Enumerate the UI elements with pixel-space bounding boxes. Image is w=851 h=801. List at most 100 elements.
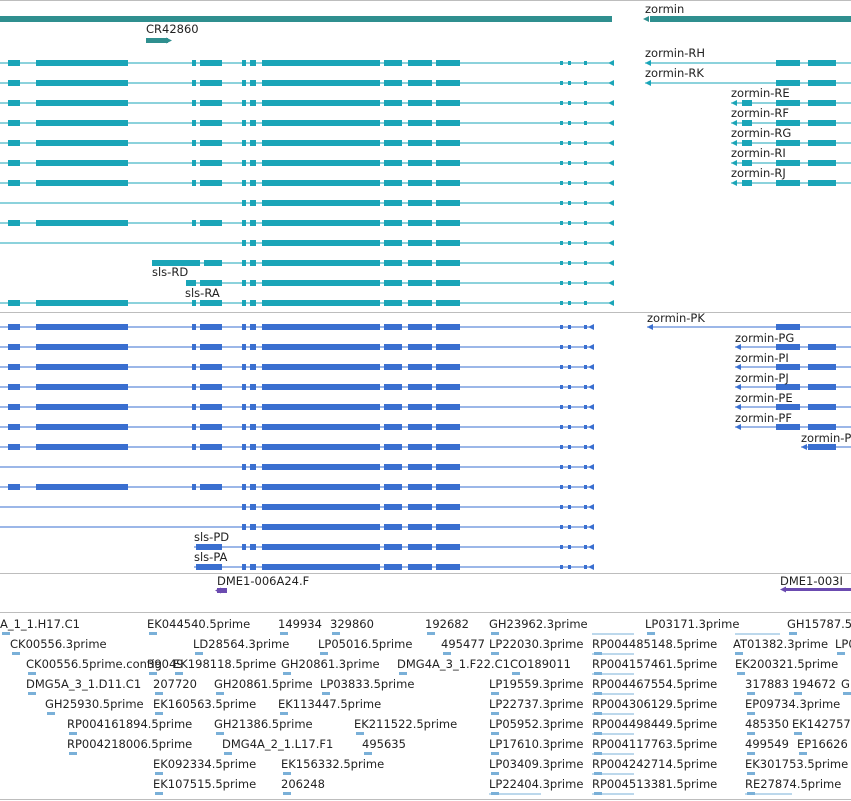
est-label[interactable]: 207720 (153, 677, 197, 691)
est-label[interactable]: RP004157461.5prime (592, 657, 718, 671)
est-label[interactable]: CK00556.3prime (10, 637, 107, 651)
est-label[interactable]: DMG4A_3_1.F22.C1 (397, 657, 510, 671)
est-label[interactable]: RP004498449.5prime (592, 717, 718, 731)
est-label[interactable]: 495635 (362, 737, 406, 751)
transcript-label-zormin-pi[interactable]: zormin-PI (735, 351, 789, 365)
exon-block (242, 444, 246, 450)
strand-arrow-icon (608, 300, 614, 306)
transcript-label-zormin-rg[interactable]: zormin-RG (731, 126, 792, 140)
est-label[interactable]: LP19559.3prime (489, 677, 584, 691)
est-label[interactable]: CK00556.5prime.contig (26, 657, 162, 671)
est-label[interactable]: EK113447.5prime (278, 697, 382, 711)
est-label[interactable]: EK156332.5prime (281, 757, 385, 771)
exon-block (436, 464, 460, 470)
est-label[interactable]: A_1_1.H17.C1 (0, 617, 80, 631)
est-label[interactable]: EK211522.5prime (354, 717, 458, 731)
transcript-label-zormin-rj[interactable]: zormin-RJ (731, 166, 786, 180)
est-label[interactable]: EK198118.5prime (173, 657, 277, 671)
est-label[interactable]: RP004513381.5prime (592, 777, 718, 791)
transcript-label-zormin-rf[interactable]: zormin-RF (731, 106, 790, 120)
est-label[interactable]: EK200321.5prime (735, 657, 839, 671)
exon-block (196, 544, 222, 550)
est-label[interactable]: CO189011 (510, 657, 571, 671)
est-label[interactable]: RP004242714.5prime (592, 757, 718, 771)
est-label[interactable]: GH25930.5prime (45, 697, 144, 711)
transcript-label-zormin-pk[interactable]: zormin-PK (647, 311, 705, 325)
est-label[interactable]: EK142757 (792, 717, 851, 731)
est-label[interactable]: AT01382.3prime (733, 637, 829, 651)
est-label[interactable]: LP0 (835, 637, 851, 651)
exon-block (384, 300, 402, 306)
est-label[interactable]: RP004218006.5prime (67, 737, 193, 751)
est-label[interactable]: LP03409.3prime (489, 757, 584, 771)
est-label[interactable]: RP004117763.5prime (592, 737, 718, 751)
est-label[interactable]: LP22737.3prime (489, 697, 584, 711)
est-label[interactable]: GH20861.5prime (214, 677, 313, 691)
est-label[interactable]: EP09734.3prime (745, 697, 841, 711)
est-feature (155, 712, 163, 715)
strand-arrow-icon (645, 80, 651, 86)
est-label[interactable]: LP05016.5prime (318, 637, 413, 651)
exon-block (262, 240, 380, 246)
est-label[interactable]: 317883 (745, 677, 789, 691)
est-label[interactable]: RP004306129.5prime (592, 697, 718, 711)
est-label[interactable]: 499549 (745, 737, 789, 751)
est-label[interactable]: GH15787.5 (787, 617, 851, 631)
est-label[interactable]: 149934 (278, 617, 322, 631)
est-label[interactable]: LP17610.3prime (489, 737, 584, 751)
est-label[interactable]: LD28564.3prime (193, 637, 290, 651)
exon-tick (568, 505, 571, 509)
est-label[interactable]: RE27874.5prime (745, 777, 842, 791)
est-label[interactable]: 39049 (147, 657, 184, 671)
est-label[interactable]: 206248 (281, 777, 325, 791)
primer-label-1[interactable]: DME1-006A24.F (217, 574, 310, 588)
est-label[interactable]: LP03833.5prime (320, 677, 415, 691)
transcript-label-sls-ra[interactable]: sls-RA (185, 286, 220, 300)
transcript-label-sls-pd[interactable]: sls-PD (194, 530, 230, 544)
transcript-label-zormin-pf[interactable]: zormin-PF (735, 411, 792, 425)
transcript-label-sls-rd[interactable]: sls-RD (152, 265, 189, 279)
est-label[interactable]: GH23962.3prime (489, 617, 588, 631)
est-label[interactable]: EK044540.5prime (147, 617, 251, 631)
est-label[interactable]: EK092334.5prime (153, 757, 257, 771)
est-label[interactable]: GH21386.5prime (214, 717, 313, 731)
transcript-label-zormin-pe[interactable]: zormin-PE (735, 391, 793, 405)
est-label[interactable]: 194672 (792, 677, 836, 691)
est-label[interactable]: EK301753.5prime (745, 757, 849, 771)
transcript-label-zormin-rk[interactable]: zormin-RK (645, 66, 704, 80)
exon-tick (568, 261, 571, 265)
transcript-label-zormin-rh[interactable]: zormin-RH (645, 46, 706, 60)
gene-label-cr42860[interactable]: CR42860 (146, 22, 199, 36)
est-label[interactable]: LP03171.3prime (645, 617, 740, 631)
est-label[interactable]: 192682 (425, 617, 469, 631)
exon-block (36, 424, 128, 430)
est-label[interactable]: EK107515.5prime (153, 777, 257, 791)
gene-label-zormin[interactable]: zormin (645, 2, 685, 16)
est-label[interactable]: DMG4A_2_1.L17.F1 (222, 737, 334, 751)
exon-tick (560, 181, 563, 185)
est-label[interactable]: RP004467554.5prime (592, 677, 718, 691)
est-label[interactable]: RP004485148.5prime (592, 637, 718, 651)
est-label[interactable]: GH20861.3prime (281, 657, 380, 671)
transcript-label-zormin-pj[interactable]: zormin-PJ (735, 371, 789, 385)
est-label[interactable]: 329860 (330, 617, 374, 631)
transcript-label-zormin-pg[interactable]: zormin-PG (735, 331, 795, 345)
est-label[interactable]: LP22030.3prime (489, 637, 584, 651)
est-label[interactable]: 485350 (745, 717, 789, 731)
track-separator (0, 573, 851, 574)
est-label[interactable]: G (841, 677, 850, 691)
exon-block (262, 160, 380, 166)
exon-block (384, 564, 402, 570)
est-label[interactable]: LP05952.3prime (489, 717, 584, 731)
primer-label-2[interactable]: DME1-003I (780, 574, 843, 588)
transcript-label-zormin-re[interactable]: zormin-RE (731, 86, 790, 100)
est-label[interactable]: LP22404.3prime (489, 777, 584, 791)
est-label[interactable]: 495477 (441, 637, 485, 651)
est-label[interactable]: DMG5A_3_1.D11.C1 (26, 677, 142, 691)
est-label[interactable]: EK160563.5prime (153, 697, 257, 711)
transcript-label-sls-pa[interactable]: sls-PA (194, 550, 228, 564)
transcript-label-zormin-ri[interactable]: zormin-RI (731, 146, 786, 160)
transcript-label-zormin-p[interactable]: zormin-P (801, 431, 851, 445)
est-label[interactable]: RP004161894.5prime (67, 717, 193, 731)
est-label[interactable]: EP16626 (797, 737, 848, 751)
